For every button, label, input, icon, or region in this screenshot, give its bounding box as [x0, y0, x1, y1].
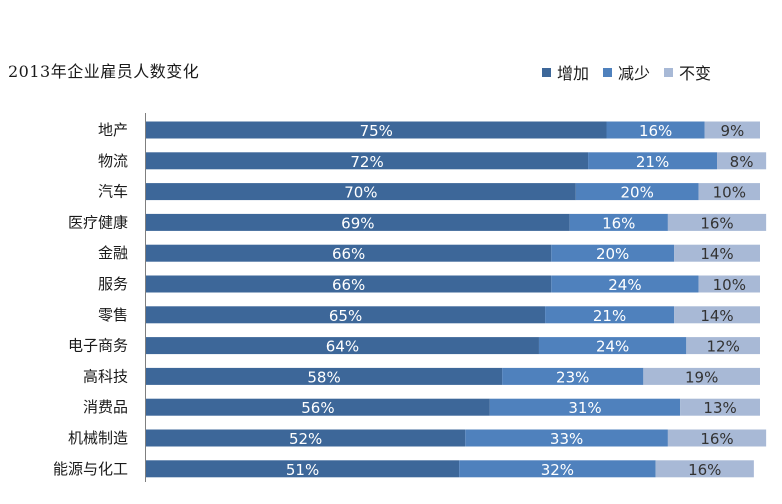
data-label: 19% — [685, 368, 718, 386]
legend: 增加 减少 不变 — [542, 60, 711, 84]
bar-segment — [606, 121, 705, 139]
data-label: 16% — [700, 214, 733, 232]
bar-segment — [489, 398, 681, 416]
bar-segment — [667, 213, 767, 231]
bar-segment — [569, 213, 668, 231]
data-label: 70% — [344, 184, 377, 202]
data-label: 16% — [688, 461, 721, 479]
data-label: 32% — [541, 461, 574, 479]
data-label: 52% — [289, 430, 322, 448]
legend-item-decrease: 减少 — [603, 60, 650, 84]
bar-segment — [686, 337, 760, 355]
category-label: 服务 — [98, 275, 128, 293]
bar-segment — [146, 152, 589, 170]
data-label: 8% — [730, 153, 754, 171]
bar-segment — [588, 152, 718, 170]
bar-segment — [459, 460, 656, 478]
legend-swatch-unchanged — [664, 67, 674, 77]
data-label: 20% — [596, 245, 629, 263]
bar-segment — [538, 337, 687, 355]
bar-segment — [146, 244, 552, 262]
bar-segment — [667, 429, 767, 447]
bar-segment — [146, 213, 570, 231]
category-label: 零售 — [98, 306, 128, 324]
bar-segment — [146, 306, 546, 324]
legend-item-unchanged: 不变 — [664, 60, 711, 84]
category-label: 能源与化工 — [53, 460, 128, 478]
data-label: 31% — [568, 399, 601, 417]
data-label: 13% — [703, 399, 736, 417]
data-label: 10% — [713, 184, 746, 202]
data-label: 14% — [700, 307, 733, 325]
data-label: 69% — [341, 214, 374, 232]
bar-segment — [146, 275, 552, 293]
bar-segment — [698, 183, 760, 201]
legend-swatch-increase — [542, 67, 551, 77]
category-label: 汽车 — [98, 183, 128, 201]
data-label: 21% — [593, 307, 626, 325]
category-label: 物流 — [98, 152, 128, 170]
category-label: 医疗健康 — [68, 213, 128, 231]
data-label: 66% — [332, 245, 365, 263]
data-label: 23% — [556, 368, 589, 386]
data-label: 16% — [639, 122, 672, 140]
bar-segment — [146, 367, 503, 385]
data-label: 16% — [700, 430, 733, 448]
data-label: 9% — [720, 122, 744, 140]
bar-segment — [674, 244, 760, 262]
legend-item-increase: 增加 — [542, 60, 589, 84]
data-label: 51% — [286, 461, 319, 479]
bar-segment — [643, 367, 760, 385]
category-label: 电子商务 — [68, 337, 128, 355]
bar-segment — [146, 183, 576, 201]
bar-segment — [551, 244, 675, 262]
data-label: 66% — [332, 276, 365, 294]
data-label: 72% — [350, 153, 383, 171]
data-label: 16% — [602, 214, 635, 232]
legend-label-decrease: 减少 — [618, 64, 651, 83]
category-label: 消费品 — [83, 398, 128, 416]
data-label: 24% — [608, 276, 641, 294]
data-label: 12% — [706, 338, 739, 356]
data-label: 24% — [596, 338, 629, 356]
category-label: 地产 — [98, 121, 128, 139]
category-label: 机械制造 — [68, 429, 128, 447]
data-label: 64% — [326, 338, 359, 356]
legend-swatch-decrease — [603, 67, 613, 77]
bar-segment — [698, 275, 760, 293]
bar-segment — [704, 121, 760, 139]
data-label: 14% — [700, 245, 733, 263]
bar-segment — [680, 398, 760, 416]
legend-label-increase: 增加 — [557, 64, 590, 83]
category-label: 高科技 — [83, 367, 128, 385]
bar-segment — [551, 275, 699, 293]
bar-segment — [655, 460, 754, 478]
data-label: 56% — [301, 399, 334, 417]
bar-segment — [146, 121, 607, 139]
chart-title: 2013年企业雇员人数变化 — [8, 62, 200, 81]
bar-segment — [674, 306, 760, 324]
data-label: 10% — [713, 276, 746, 294]
data-label: 58% — [307, 368, 340, 386]
data-label: 33% — [550, 430, 583, 448]
bar-segment — [545, 306, 675, 324]
category-label: 金融 — [98, 244, 128, 262]
data-label: 20% — [621, 184, 654, 202]
bar-segment — [146, 337, 539, 355]
bar-segment — [502, 367, 644, 385]
bar-segment — [146, 460, 460, 478]
data-label: 21% — [636, 153, 669, 171]
bar-segment — [465, 429, 668, 447]
data-label: 75% — [360, 122, 393, 140]
bar-segment — [146, 398, 490, 416]
bar-segment — [146, 429, 466, 447]
data-label: 65% — [329, 307, 362, 325]
bar-segment — [717, 152, 767, 170]
bar-segment — [575, 183, 699, 201]
legend-label-unchanged: 不变 — [679, 64, 712, 83]
